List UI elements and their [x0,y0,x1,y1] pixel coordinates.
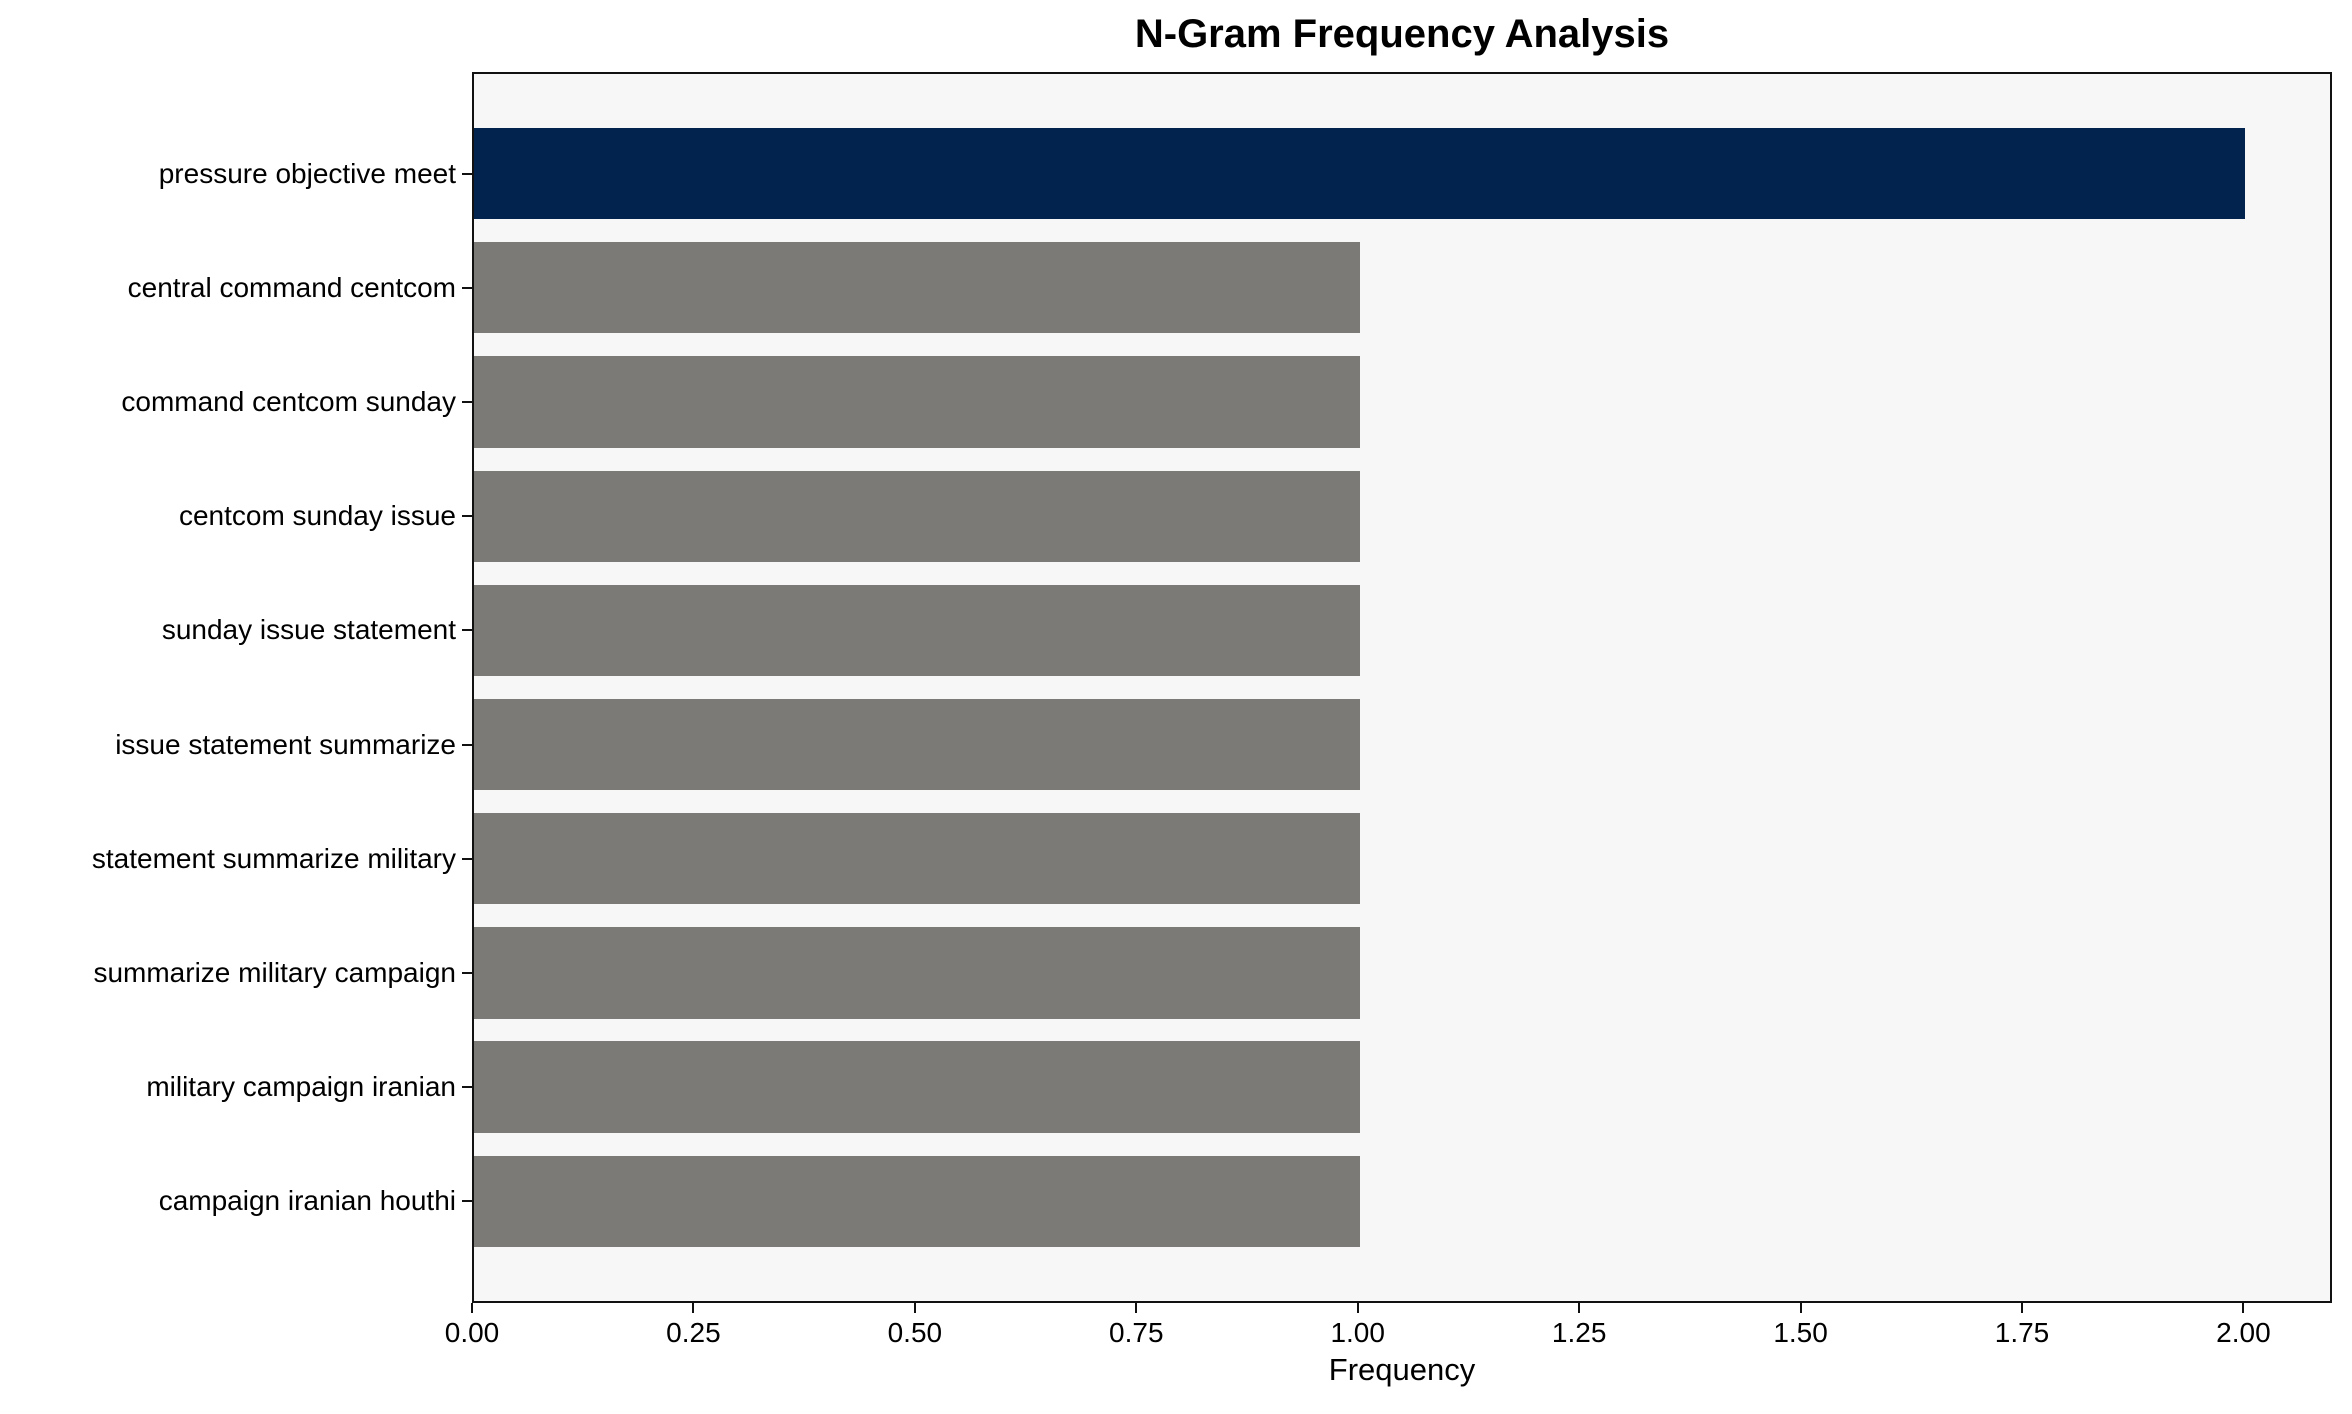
y-tick-mark [462,286,472,289]
y-tick-label: command centcom sunday [121,386,456,418]
y-tick-label: central command centcom [127,271,456,303]
y-tick-label: sunday issue statement [161,614,456,646]
y-tick-mark [462,857,472,860]
y-tick-mark [462,971,472,974]
x-tick-label: 0.50 [887,1317,943,1348]
y-tick-mark [462,401,472,404]
x-tick-label: 1.75 [1994,1317,2050,1348]
y-tick-mark [462,172,472,175]
x-tick-mark [1578,1303,1581,1313]
y-tick-mark [462,1200,472,1203]
x-tick-label: 0.25 [666,1317,721,1348]
x-tick-mark [1135,1303,1138,1313]
y-tick-label: military campaign iranian [146,1071,456,1103]
bar [474,356,1360,448]
x-axis-title: Frequency [1328,1352,1476,1387]
y-tick-label: pressure objective meet [158,157,456,189]
bar [474,927,1360,1019]
x-tick-mark [692,1303,695,1313]
x-tick-label: 1.00 [1330,1317,1385,1348]
bar [474,1155,1360,1248]
plot-area [472,72,2332,1303]
y-tick-label: statement summarize military [91,842,456,874]
bar [474,813,1360,905]
bar [474,127,2246,220]
y-tick-mark [462,629,472,632]
x-tick-label: 0.75 [1109,1317,1164,1348]
x-tick-label: 2.00 [2216,1317,2271,1348]
y-tick-label: summarize military campaign [93,956,456,988]
x-tick-mark [1356,1303,1359,1313]
chart-title: N-Gram Frequency Analysis [1134,12,1670,56]
x-tick-label: 0.00 [444,1317,500,1348]
y-tick-mark [462,1086,472,1089]
bar [474,698,1360,791]
x-tick-mark [1799,1303,1802,1313]
x-tick-mark [2242,1303,2245,1313]
y-tick-label: campaign iranian houthi [158,1185,456,1217]
y-tick-mark [462,515,472,518]
x-tick-mark [471,1303,473,1313]
x-tick-label: 1.25 [1551,1317,1607,1348]
x-tick-mark [913,1303,916,1313]
bar [474,584,1360,677]
bar [474,1041,1360,1133]
bar [474,470,1360,562]
x-tick-mark [2021,1303,2023,1313]
bar [474,242,1360,334]
x-tick-label: 1.50 [1773,1317,1828,1348]
y-tick-mark [462,743,472,746]
y-tick-label: issue statement summarize [115,728,456,760]
y-tick-label: centcom sunday issue [178,500,456,532]
